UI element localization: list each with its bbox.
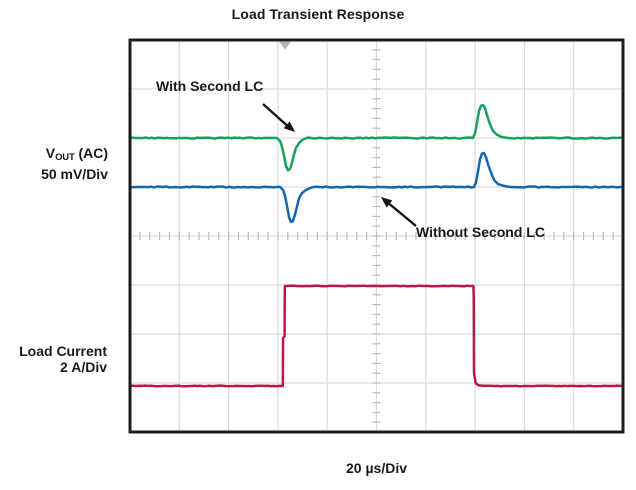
annotation-label-with-second-lc: With Second LC	[156, 78, 264, 94]
current-channel-label: Load Current 2 A/Div	[0, 343, 107, 375]
vout-line1: VOUT (AC)	[45, 145, 108, 163]
current-scale: 2 A/Div	[60, 359, 107, 375]
trace-load-current	[131, 284, 622, 388]
trace-with-second-lc	[131, 103, 622, 172]
plot-border	[128, 38, 625, 434]
chart-title: Load Transient Response	[231, 6, 405, 22]
current-line1: Load Current	[19, 343, 107, 359]
trace-without-second-lc	[131, 151, 622, 224]
graticule-center-ticks	[139, 49, 614, 423]
annotation-arrows	[262, 103, 417, 227]
vout-scale: 50 mV/Div	[41, 166, 108, 182]
annotation-label-without-second-lc: Without Second LC	[416, 224, 545, 240]
time-axis-label: 20 µs/Div	[346, 460, 407, 476]
voltage-channel-label: VOUT (AC) 50 mV/Div	[0, 145, 108, 182]
trigger-marker-icon	[279, 41, 292, 50]
arrow-without-second-lc	[381, 197, 417, 227]
arrow-with-second-lc	[262, 103, 295, 132]
